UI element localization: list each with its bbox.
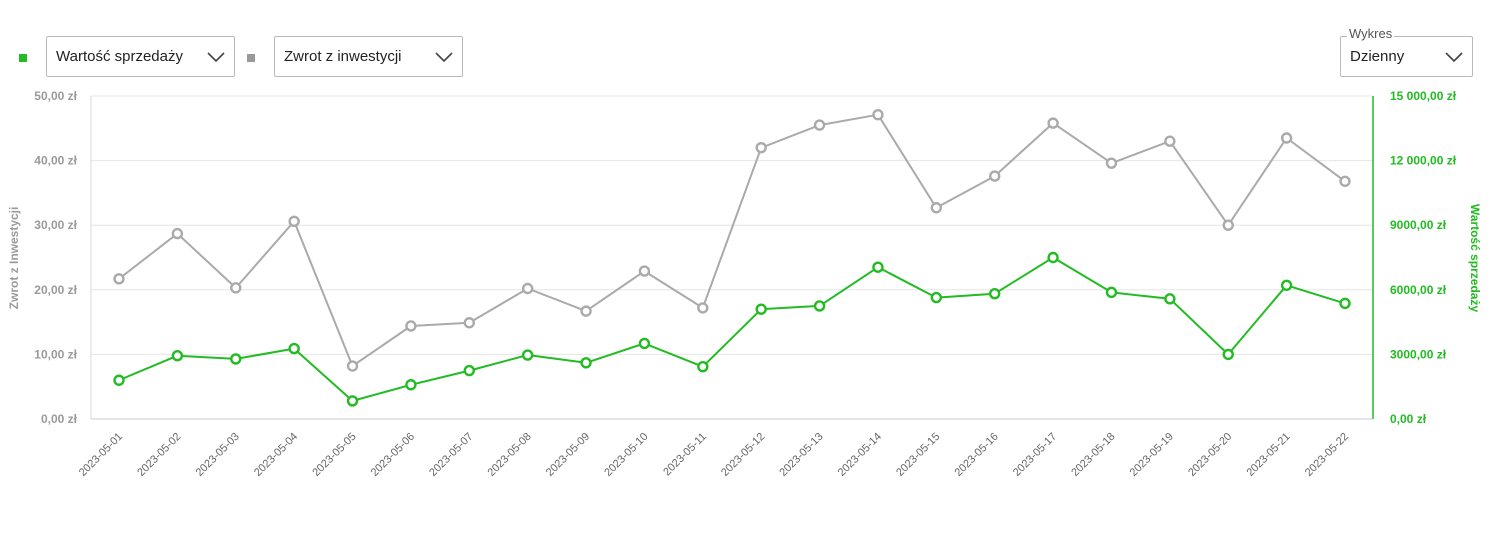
- x-tick-label: 2023-05-09: [544, 431, 592, 479]
- left-tick-label: 0,00 zł: [41, 412, 78, 426]
- data-point: [697, 302, 709, 314]
- right-tick-label: 12 000,00 zł: [1390, 154, 1457, 168]
- data-point: [521, 349, 534, 361]
- data-point: [580, 305, 592, 317]
- left-axis-title: Zwrot z Inwestycji: [7, 207, 21, 310]
- data-point: [697, 360, 709, 373]
- data-point: [288, 342, 300, 355]
- data-point: [755, 303, 767, 315]
- data-point: [813, 300, 826, 312]
- data-point: [113, 374, 125, 386]
- data-point: [1339, 297, 1351, 310]
- metric1-select[interactable]: Wartość sprzedaży: [46, 36, 235, 77]
- x-tick-label: 2023-05-05: [310, 431, 358, 479]
- x-tick-label: 2023-05-22: [1303, 431, 1351, 479]
- data-point: [113, 273, 125, 285]
- series-line: [118, 256, 1346, 402]
- data-point: [230, 282, 242, 294]
- data-point: [230, 353, 242, 365]
- left-tick-label: 10,00 zł: [34, 347, 77, 361]
- sales-legend-swatch: [19, 54, 27, 62]
- data-point: [872, 261, 884, 273]
- data-point: [463, 317, 475, 329]
- data-point: [405, 320, 417, 332]
- metric2-select-label: Zwrot z inwestycji: [284, 48, 402, 65]
- data-point: [930, 291, 943, 304]
- data-point: [989, 170, 1001, 182]
- data-point: [171, 227, 184, 240]
- x-tick-label: 2023-05-18: [1069, 431, 1117, 479]
- left-tick-label: 40,00 zł: [34, 154, 77, 168]
- series-line: [118, 113, 1346, 367]
- left-tick-label: 30,00 zł: [34, 218, 77, 232]
- x-tick-label: 2023-05-16: [953, 431, 1001, 479]
- x-tick-label: 2023-05-10: [602, 431, 650, 479]
- data-point: [872, 109, 884, 121]
- x-tick-label: 2023-05-04: [252, 431, 300, 479]
- metric1-select-label: Wartość sprzedaży: [56, 48, 183, 65]
- data-point: [930, 202, 943, 214]
- data-point: [171, 349, 184, 362]
- data-point: [1164, 135, 1176, 147]
- x-tick-label: 2023-05-11: [661, 431, 709, 479]
- right-tick-label: 15 000,00 zł: [1390, 89, 1457, 103]
- data-point: [1280, 279, 1293, 291]
- right-tick-label: 9000,00 zł: [1390, 218, 1447, 232]
- data-point: [1280, 132, 1293, 144]
- x-tick-label: 2023-05-17: [1011, 431, 1059, 479]
- x-tick-label: 2023-05-12: [719, 431, 767, 479]
- data-point: [1222, 219, 1234, 231]
- x-tick-label: 2023-05-06: [369, 431, 417, 479]
- data-point: [1047, 251, 1059, 264]
- chevron-down-icon: [426, 37, 462, 76]
- x-tick-label: 2023-05-07: [427, 431, 475, 479]
- data-point: [813, 119, 826, 131]
- data-point: [346, 395, 359, 407]
- x-tick-label: 2023-05-13: [777, 431, 825, 479]
- x-tick-label: 2023-05-08: [486, 431, 534, 479]
- data-point: [405, 379, 417, 391]
- x-tick-label: 2023-05-19: [1128, 431, 1176, 479]
- data-point: [521, 282, 534, 295]
- x-tick-label: 2023-05-01: [77, 431, 125, 479]
- x-tick-label: 2023-05-03: [194, 431, 242, 479]
- x-tick-label: 2023-05-21: [1244, 431, 1292, 479]
- right-axis-title: Wartość sprzedaży: [1468, 204, 1482, 313]
- period-select-legend: Wykres: [1347, 26, 1395, 41]
- data-point: [755, 141, 767, 154]
- chevron-down-icon: [1436, 37, 1472, 76]
- data-point: [1164, 293, 1176, 305]
- data-point: [1222, 348, 1234, 361]
- left-tick-label: 20,00 zł: [34, 283, 77, 297]
- data-point: [638, 337, 651, 350]
- x-tick-label: 2023-05-15: [894, 431, 942, 479]
- data-point: [580, 357, 592, 369]
- data-point: [638, 265, 651, 277]
- right-tick-label: 0,00 zł: [1390, 412, 1427, 426]
- data-point: [346, 360, 359, 372]
- data-point: [463, 364, 475, 377]
- x-tick-label: 2023-05-02: [135, 431, 183, 479]
- chevron-down-icon: [198, 37, 234, 76]
- data-point: [1339, 175, 1351, 187]
- period-select-value: Dzienny: [1350, 48, 1405, 65]
- data-point: [1105, 157, 1118, 169]
- right-tick-label: 6000,00 zł: [1390, 283, 1447, 297]
- period-select[interactable]: Dzienny: [1340, 36, 1473, 77]
- metric2-select[interactable]: Zwrot z inwestycji: [274, 36, 463, 77]
- right-tick-label: 3000,00 zł: [1390, 347, 1447, 361]
- data-point: [989, 287, 1001, 300]
- data-point: [1105, 286, 1118, 299]
- roi-legend-swatch: [247, 54, 255, 62]
- x-tick-label: 2023-05-14: [836, 431, 884, 479]
- x-tick-label: 2023-05-20: [1186, 431, 1234, 479]
- left-tick-label: 50,00 zł: [34, 89, 77, 103]
- data-point: [1047, 117, 1059, 129]
- data-point: [288, 215, 300, 228]
